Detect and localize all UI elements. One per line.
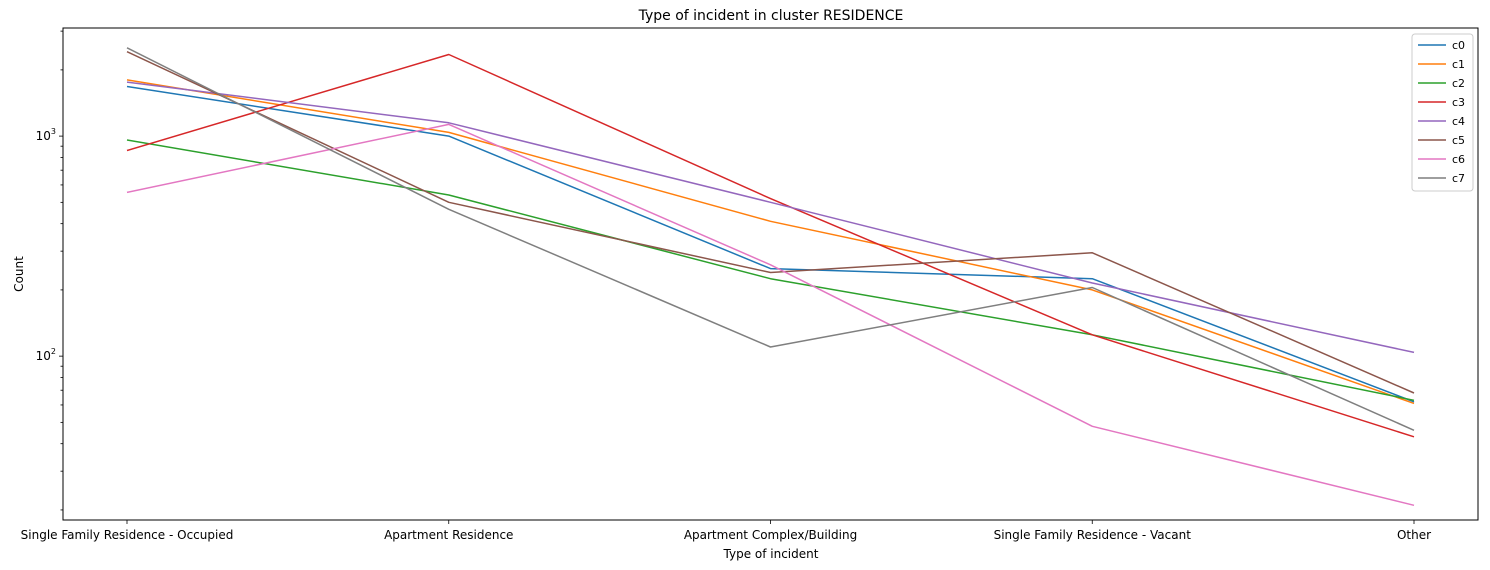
- x-tick-label: Apartment Residence: [384, 528, 513, 542]
- legend-label-c0: c0: [1452, 39, 1465, 52]
- legend-label-c6: c6: [1452, 153, 1465, 166]
- x-axis-ticks: Single Family Residence - Occupied Apartm…: [21, 520, 1431, 542]
- y-minor-ticks: [60, 30, 63, 511]
- chart-title: Type of incident in cluster RESIDENCE: [638, 8, 904, 24]
- series-line-c6: [126, 123, 1415, 507]
- series-line-c1: [126, 79, 1415, 405]
- legend-label-c2: c2: [1452, 77, 1465, 90]
- x-tick-label: Single Family Residence - Occupied: [21, 528, 234, 542]
- series-lines: [126, 47, 1415, 507]
- plot-area: [62, 27, 1479, 521]
- y-axis-label: Count: [12, 256, 26, 292]
- y-tick-label: 103: [36, 127, 56, 143]
- legend-label-c3: c3: [1452, 96, 1465, 109]
- series-line-c2: [126, 139, 1415, 402]
- y-axis-ticks: 102 103: [36, 127, 63, 363]
- x-tick-label: Other: [1397, 528, 1431, 542]
- legend-box: [1411, 33, 1474, 192]
- series-line-c4: [126, 81, 1415, 354]
- x-tick-label: Apartment Complex/Building: [684, 528, 857, 542]
- legend: c0 c1 c2 c3 c4 c5 c6 c7: [1411, 33, 1474, 192]
- series-line-c0: [126, 85, 1415, 403]
- series-line-c5: [126, 51, 1415, 394]
- series-line-c3: [126, 53, 1415, 438]
- x-tick-label: Single Family Residence - Vacant: [994, 528, 1192, 542]
- series-line-c7: [126, 47, 1415, 431]
- legend-label-c5: c5: [1452, 134, 1465, 147]
- legend-label-c7: c7: [1452, 172, 1465, 185]
- legend-label-c1: c1: [1452, 58, 1465, 71]
- x-axis-label: Type of incident: [723, 547, 819, 561]
- legend-label-c4: c4: [1452, 115, 1465, 128]
- y-tick-label: 102: [36, 347, 56, 363]
